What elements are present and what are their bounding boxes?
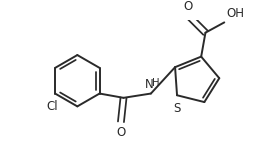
- Text: O: O: [116, 126, 125, 139]
- Text: O: O: [184, 0, 193, 13]
- Text: OH: OH: [227, 7, 245, 20]
- Text: S: S: [173, 102, 181, 115]
- Text: H: H: [152, 78, 159, 88]
- Text: N: N: [145, 78, 153, 91]
- Text: Cl: Cl: [47, 100, 58, 113]
